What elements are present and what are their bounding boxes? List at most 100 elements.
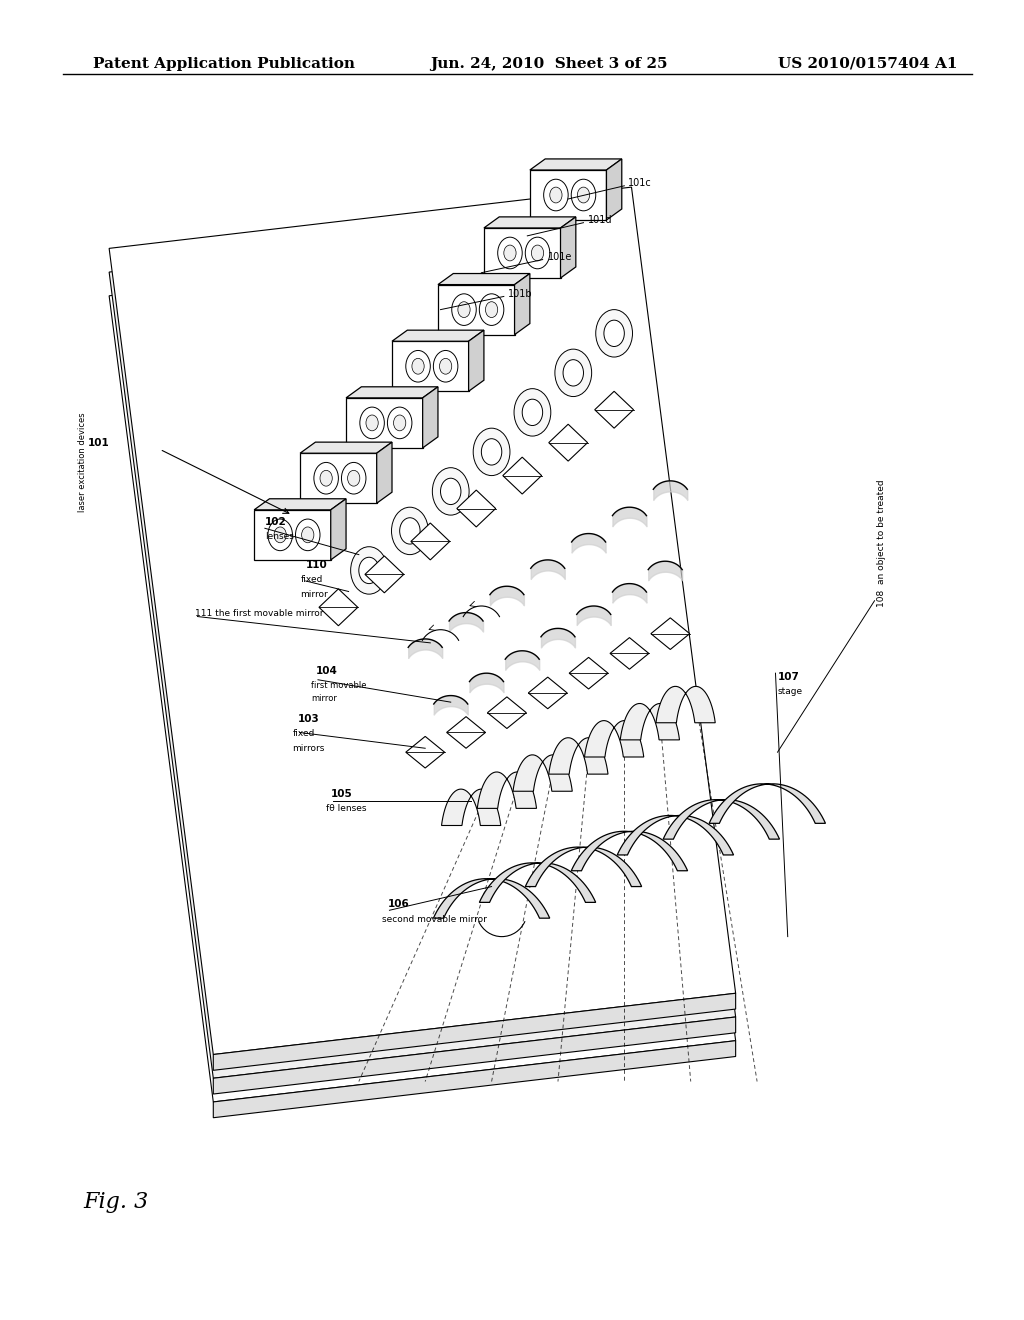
Circle shape [302, 527, 314, 543]
Polygon shape [392, 342, 469, 391]
Polygon shape [484, 216, 575, 228]
Polygon shape [664, 800, 779, 840]
Polygon shape [377, 442, 392, 503]
Text: 101e: 101e [548, 252, 572, 261]
Polygon shape [487, 697, 526, 729]
Text: stage: stage [777, 688, 803, 696]
Circle shape [268, 519, 293, 550]
Polygon shape [621, 704, 680, 741]
Polygon shape [438, 285, 514, 335]
Circle shape [604, 321, 625, 347]
Polygon shape [110, 187, 735, 1055]
Circle shape [412, 358, 424, 374]
Text: 102: 102 [265, 516, 287, 527]
Polygon shape [346, 387, 438, 397]
Polygon shape [423, 387, 438, 447]
Polygon shape [529, 158, 622, 170]
Text: 106: 106 [387, 899, 410, 908]
Polygon shape [300, 453, 377, 503]
Text: 101b: 101b [508, 289, 532, 298]
Circle shape [485, 302, 498, 318]
Polygon shape [433, 879, 550, 919]
Polygon shape [365, 556, 403, 593]
Circle shape [522, 399, 543, 425]
Polygon shape [560, 216, 575, 279]
Circle shape [440, 478, 461, 504]
Polygon shape [213, 1040, 735, 1118]
Polygon shape [656, 686, 715, 723]
Polygon shape [525, 847, 642, 887]
Polygon shape [585, 721, 644, 756]
Text: 101: 101 [88, 438, 110, 447]
Text: 111 the first movable mirror: 111 the first movable mirror [196, 610, 324, 618]
Circle shape [473, 428, 510, 475]
Polygon shape [479, 863, 596, 903]
Polygon shape [503, 457, 542, 494]
Polygon shape [392, 330, 484, 342]
Text: 105: 105 [331, 789, 353, 800]
Polygon shape [346, 397, 423, 447]
Circle shape [550, 187, 562, 203]
Text: fixed: fixed [301, 576, 323, 585]
Circle shape [504, 246, 516, 261]
Polygon shape [254, 499, 346, 510]
Polygon shape [300, 442, 392, 453]
Polygon shape [441, 789, 501, 825]
Circle shape [296, 519, 321, 550]
Polygon shape [477, 772, 537, 808]
Circle shape [481, 438, 502, 465]
Polygon shape [411, 523, 450, 560]
Circle shape [531, 246, 544, 261]
Polygon shape [606, 158, 622, 220]
Polygon shape [549, 738, 608, 774]
Circle shape [433, 350, 458, 381]
Circle shape [571, 180, 596, 211]
Text: 104: 104 [316, 665, 338, 676]
Circle shape [314, 462, 338, 494]
Polygon shape [651, 618, 690, 649]
Polygon shape [331, 499, 346, 560]
Text: laser excitation devices: laser excitation devices [78, 413, 87, 512]
Circle shape [350, 546, 387, 594]
Circle shape [399, 517, 420, 544]
Text: mirror: mirror [311, 694, 337, 702]
Polygon shape [571, 832, 687, 871]
Text: Fig. 3: Fig. 3 [83, 1191, 148, 1213]
Text: mirrors: mirrors [293, 743, 325, 752]
Circle shape [452, 294, 476, 326]
Circle shape [391, 507, 428, 554]
Polygon shape [514, 273, 529, 335]
Circle shape [274, 527, 287, 543]
Circle shape [544, 180, 568, 211]
Polygon shape [469, 330, 484, 391]
Text: first movable: first movable [311, 681, 367, 689]
Polygon shape [710, 784, 825, 824]
Text: lenses: lenses [265, 532, 294, 541]
Polygon shape [406, 737, 444, 768]
Circle shape [458, 302, 470, 318]
Polygon shape [213, 993, 735, 1071]
Polygon shape [446, 717, 485, 748]
Circle shape [366, 414, 378, 430]
Polygon shape [484, 228, 560, 279]
Circle shape [514, 388, 551, 436]
Polygon shape [549, 424, 588, 461]
Polygon shape [438, 273, 529, 285]
Polygon shape [528, 677, 567, 709]
Text: US 2010/0157404 A1: US 2010/0157404 A1 [777, 57, 957, 71]
Text: 108  an object to be treated: 108 an object to be treated [878, 479, 886, 607]
Circle shape [347, 470, 359, 486]
Text: Patent Application Publication: Patent Application Publication [93, 57, 355, 71]
Circle shape [596, 310, 633, 356]
Circle shape [563, 359, 584, 385]
Circle shape [432, 467, 469, 515]
Polygon shape [513, 755, 572, 791]
Circle shape [555, 348, 592, 396]
Polygon shape [110, 211, 735, 1078]
Text: 101c: 101c [629, 178, 652, 189]
Circle shape [321, 470, 332, 486]
Polygon shape [457, 490, 496, 527]
Text: 101d: 101d [588, 215, 612, 224]
Polygon shape [319, 589, 357, 626]
Text: Jun. 24, 2010  Sheet 3 of 25: Jun. 24, 2010 Sheet 3 of 25 [430, 57, 668, 71]
